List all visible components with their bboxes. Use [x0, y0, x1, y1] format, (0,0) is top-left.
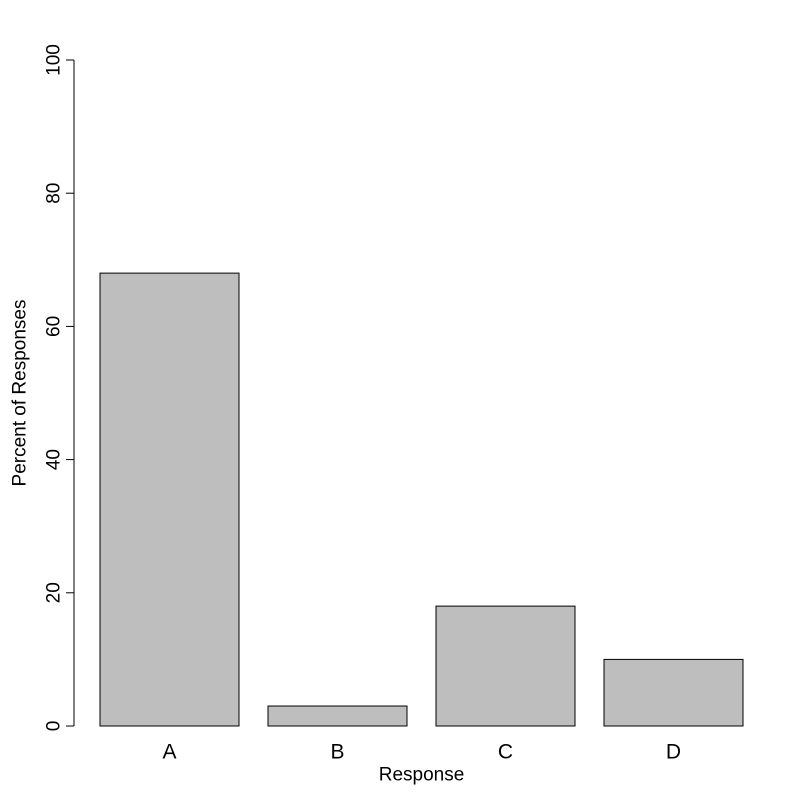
y-tick-label: 0	[44, 721, 65, 732]
bar-d	[603, 658, 744, 727]
x-tick-label: A	[162, 741, 176, 764]
y-axis: 0 20 40 60 80 100	[44, 44, 75, 731]
bars	[99, 272, 744, 727]
bar-b	[267, 705, 408, 727]
y-tick-label: 80	[44, 183, 65, 204]
y-axis-title: Percent of Responses	[10, 300, 31, 487]
x-tick-label: D	[666, 741, 681, 764]
y-tick-label: 60	[44, 316, 65, 337]
bar-a	[99, 272, 240, 727]
y-tick-label: 40	[44, 449, 65, 470]
x-category-labels: A B C D	[162, 741, 681, 764]
bar-c	[435, 605, 576, 727]
y-tick-label: 100	[44, 44, 65, 76]
x-tick-label: C	[498, 741, 513, 764]
x-axis-title: Response	[379, 765, 465, 786]
y-tick-label: 20	[44, 582, 65, 603]
x-tick-label: B	[330, 741, 344, 764]
